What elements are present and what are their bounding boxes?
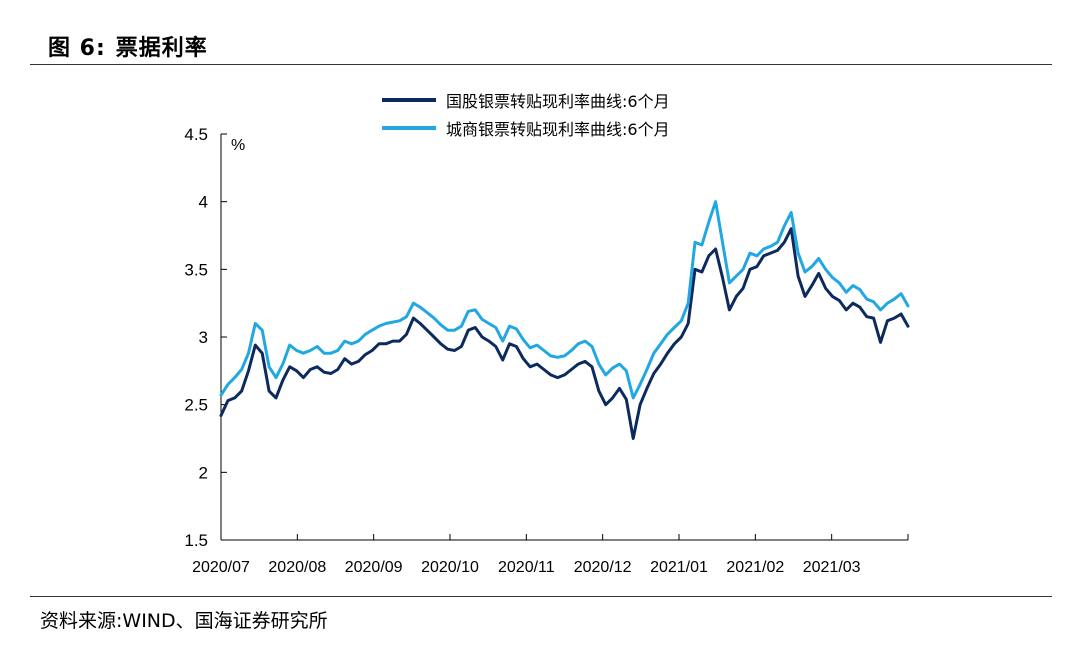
y-tick-label: 3.5 [184,260,208,279]
y-axis-unit-label: % [231,137,245,154]
x-tick-label: 2020/11 [498,559,555,576]
legend-swatch [382,98,436,102]
y-tick-label: 2.5 [184,396,208,415]
y-tick-label: 4 [199,193,208,212]
x-tick-label: 2020/08 [268,559,326,576]
top-rule [30,64,1052,65]
legend-label: 城商银票转贴现利率曲线:6个月 [446,120,670,139]
x-tick-label: 2020/12 [574,559,632,576]
legend-item-1: 国股银票转贴现利率曲线:6个月 [382,86,670,114]
legend: 国股银票转贴现利率曲线:6个月 城商银票转贴现利率曲线:6个月 [382,86,670,142]
x-tick-label: 2021/03 [803,559,861,576]
x-tick-label: 2020/07 [192,559,250,576]
figure-title-text: 票据利率 [115,36,208,61]
y-tick-label: 3 [199,328,208,347]
source-note: 资料来源:WIND、国海证券研究所 [40,610,328,632]
x-tick-label: 2020/09 [345,559,403,576]
y-tick-label: 4.5 [184,125,208,144]
series-line-2 [219,200,910,400]
line-chart: 4.5 4 3.5 3 2.5 2 1.5% 2020/07 2020/08 2020/09 202… [184,125,910,576]
x-tick-label: 2021/01 [650,559,708,576]
x-tick-label: 2020/10 [421,559,479,576]
y-tick-label: 2 [199,463,208,482]
legend-label: 国股银票转贴现利率曲线:6个月 [446,92,670,111]
series-line-1 [219,227,910,440]
legend-item-2: 城商银票转贴现利率曲线:6个月 [382,114,670,142]
bottom-rule [30,596,1052,597]
legend-swatch [382,126,436,130]
x-tick-label: 2021/02 [726,559,784,576]
figure-label: 图 6: [48,36,106,61]
figure-title: 图 6: 票据利率 [48,30,208,62]
y-tick-label: 1.5 [184,531,208,550]
